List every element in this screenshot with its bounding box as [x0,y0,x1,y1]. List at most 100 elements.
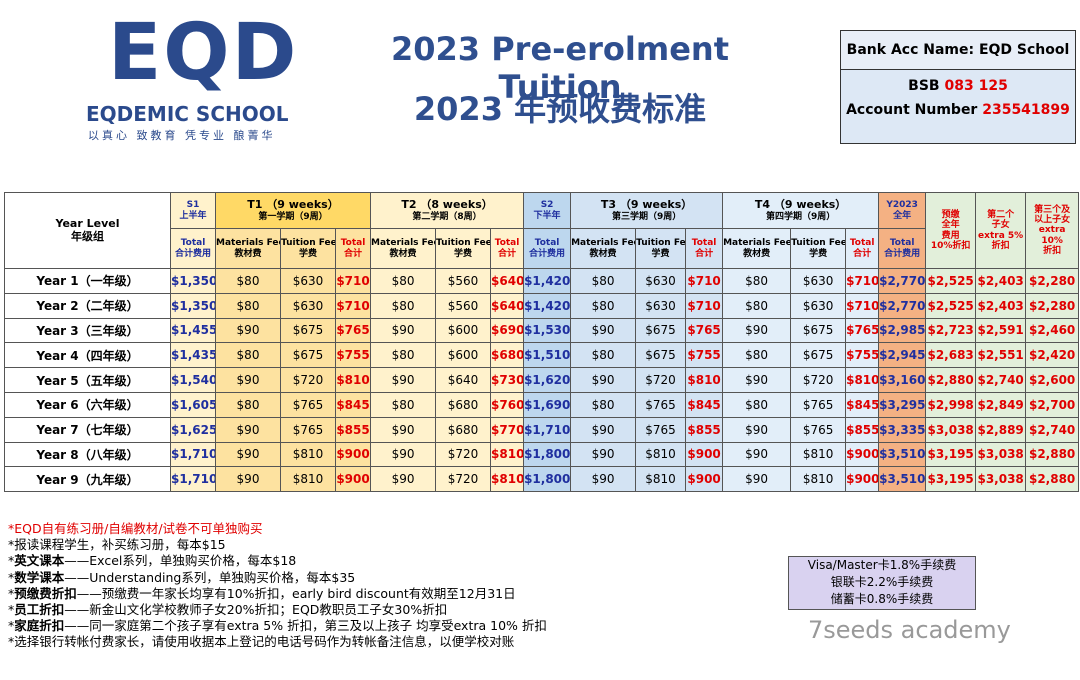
subheader-cell: Materials Fee 教材费 [215,228,281,269]
fee-cell: $2,740 [1025,416,1080,443]
fee-cell: $80 [570,342,637,369]
fee-cell: $3,038 [975,466,1027,493]
fee-cell: $810 [280,466,336,493]
bank-name: Bank Acc Name: EQD School [841,31,1075,70]
subheader-text: 合计费用 [174,248,211,259]
note-bold: 家庭折扣 [14,618,65,634]
header-text: 10%折扣 [930,240,971,251]
fee-cell: $2,880 [1025,441,1080,468]
fee-cell: $680 [490,342,525,369]
header-cell: Y2023 全年 [878,192,927,229]
note-bold: 预缴费折扣 [14,585,77,601]
fee-cell: $810 [790,466,847,493]
fee-cell: $690 [490,317,525,344]
fee-cell: $630 [790,268,847,294]
fee-cell: $80 [215,391,281,418]
fee-cell: $855 [685,416,724,443]
subheader-cell: Materials Fee 教材费 [722,228,792,269]
fee-cell: $810 [790,441,847,468]
fee-cell: $900 [334,441,372,468]
fee-cell: $3,335 [878,416,927,443]
subheader-cell: Total 合计费用 [878,228,927,269]
fee-cell: $710 [334,268,372,294]
watermark: 7seeds academy [808,616,1011,644]
fee-cell: $810 [490,466,525,493]
logo-motto: 以真心 致教育 凭专业 酿菁华 [88,129,276,142]
note-text: ——Excel系列，单独购买价格，每本$18 [64,553,297,569]
subheader-text: 教材费 [743,248,771,259]
note-line: *数学课本——Understanding系列，单独购买价格，每本$35 [8,570,547,586]
card-fee: 银联卡2.2%手续费 [830,575,934,589]
fee-cell: $90 [722,466,792,493]
bsb-label: BSB [908,78,940,94]
subheader-text: 教材费 [589,248,617,259]
fee-cell: $810 [635,441,687,468]
header-text: S1 [186,200,200,211]
subheader-text: Tuition Fee [791,238,846,249]
logo-name: EQDEMIC SCHOOL [86,102,289,126]
subheader-text: Total [889,238,915,249]
note-prefix: * [8,569,15,585]
year-level: Year 9（九年级） [4,466,171,493]
note-line: *员工折扣——新金山文化学校教师子女20%折扣；EQD教职员工子女30%折扣 [8,602,547,618]
fee-cell: $2,525 [925,292,977,319]
fee-cell: $845 [334,391,372,418]
fee-cell: $2,880 [925,367,977,393]
header-text: 年级组 [71,229,104,243]
fee-cell: $765 [334,317,372,344]
notes: *EQD自有练习册/自编教材/试卷不可单独购买 *报读课程学生，补买练习册，每本$… [8,521,547,651]
fee-cell: $80 [570,268,637,294]
fee-cell: $90 [570,466,637,493]
fee-cell: $3,195 [925,441,977,468]
fee-cell: $1,800 [523,466,572,493]
fee-cell: $2,700 [1025,391,1080,418]
fee-cell: $845 [845,391,880,418]
subheader-text: 合计 [498,248,517,259]
fee-cell: $630 [635,292,687,319]
header-text: 以上子女 [1034,214,1071,225]
header-text: T3 （9 weeks） [600,198,693,211]
fee-cell: $80 [722,342,792,369]
fee-cell: $1,620 [523,367,572,393]
fee-cell: $810 [490,441,525,468]
fee-cell: $1,710 [523,416,572,443]
note-line: *英文课本——Excel系列，单独购买价格，每本$18 [8,553,547,569]
fee-cell: $90 [570,441,637,468]
subheader-text: Total [534,238,560,249]
acc-label: Account Number [846,102,978,118]
fee-cell: $2,403 [975,268,1027,294]
card-fee: 储蓄卡0.8%手续费 [830,592,934,606]
fee-cell: $640 [435,367,492,393]
fee-cell: $90 [215,416,281,443]
subheader-cell: Total 合计费用 [523,228,572,269]
subheader-text: Total [849,238,875,249]
title-zh: 2023 年预收费标准 [413,90,707,128]
subheader-text: 教材费 [389,248,417,259]
fee-cell: $1,455 [170,317,216,344]
table-row: Year 5（五年级） $1,540 $90 $720 $810 $90 $640 $730 $… [4,367,1080,393]
header-cell: 第三个及 以上子女 extra 10% 折扣 [1025,192,1080,269]
fee-cell: $760 [490,391,525,418]
fee-cell: $1,710 [170,466,216,493]
year-level: Year 3（三年级） [4,317,171,344]
subheader-text: 教材费 [234,248,262,259]
subheader-text: 学费 [298,248,317,259]
note-bold: 数学课本 [14,569,65,585]
fee-cell: $2,551 [975,342,1027,369]
subheader-cell: Materials Fee 教材费 [370,228,437,269]
note-line: *预缴费折扣——预缴费一年家长均享有10%折扣，early bird disco… [8,586,547,602]
fee-cell: $2,945 [878,342,927,369]
fee-cell: $2,403 [975,292,1027,319]
fee-cell: $765 [280,416,336,443]
fee-cell: $2,460 [1025,317,1080,344]
fee-cell: $720 [635,367,687,393]
fee-cell: $2,770 [878,292,927,319]
header-cell: T4 （9 weeks） 第四学期（9周） [722,192,880,229]
header-text: 全年 [941,220,960,231]
note-prefix: * [8,553,15,569]
header-text: S2 [540,200,554,211]
fee-cell: $90 [722,367,792,393]
note-line: *报读课程学生，补买练习册，每本$15 [8,537,547,553]
fee-cell: $770 [490,416,525,443]
